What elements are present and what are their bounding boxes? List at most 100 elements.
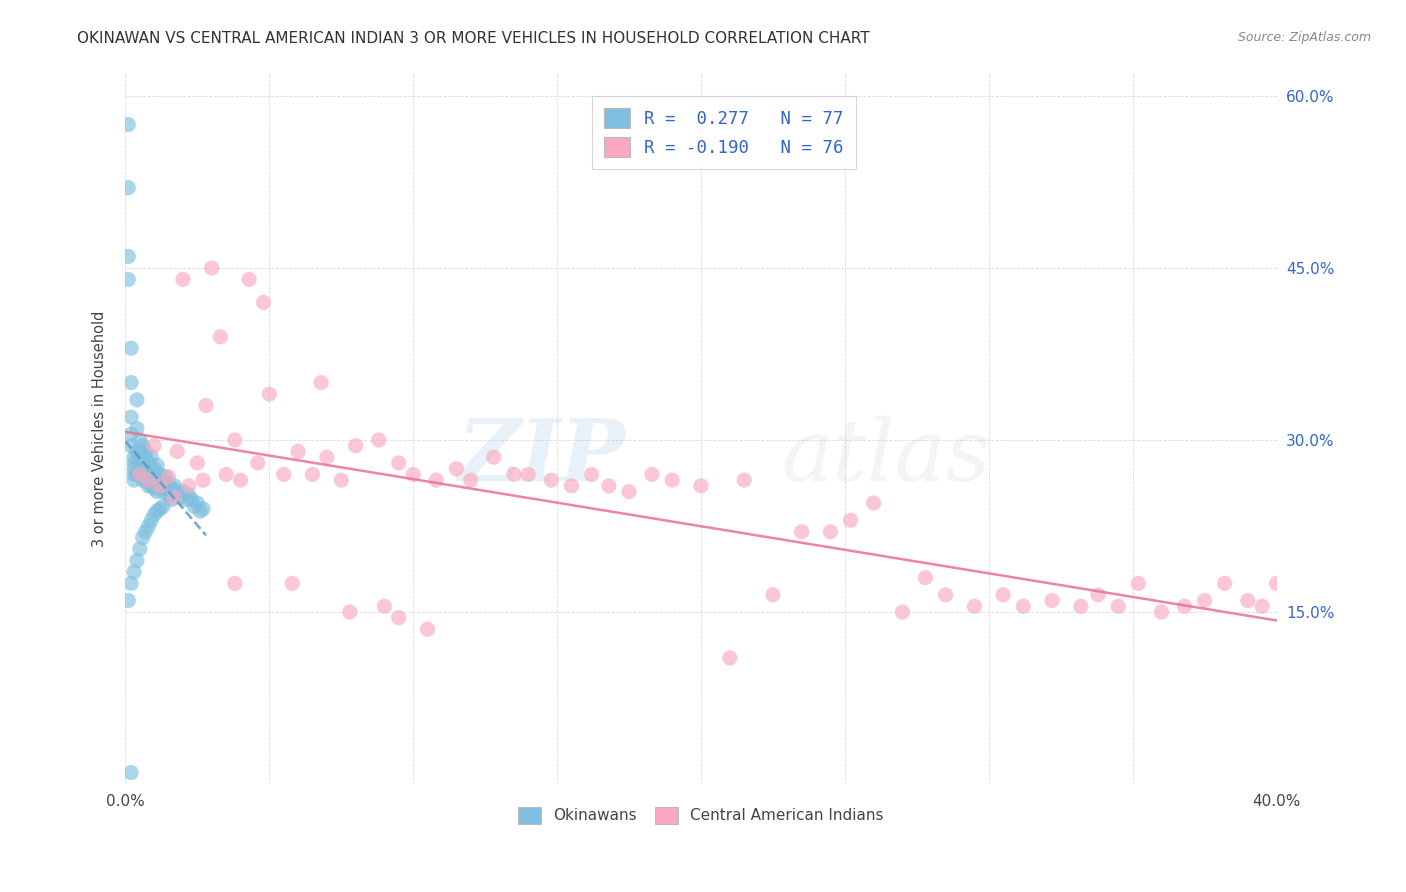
- Point: [120, 439, 142, 453]
- Point: [215, 467, 238, 482]
- Text: OKINAWAN VS CENTRAL AMERICAN INDIAN 3 OR MORE VEHICLES IN HOUSEHOLD CORRELATION : OKINAWAN VS CENTRAL AMERICAN INDIAN 3 OR…: [77, 31, 870, 46]
- Point: [169, 491, 191, 505]
- Point: [125, 553, 148, 567]
- Point: [229, 473, 252, 487]
- Point: [1128, 576, 1150, 591]
- Point: [1070, 599, 1092, 614]
- Point: [733, 473, 755, 487]
- Point: [540, 473, 562, 487]
- Point: [425, 473, 447, 487]
- Point: [1194, 593, 1216, 607]
- Point: [209, 330, 232, 344]
- Point: [991, 588, 1014, 602]
- Point: [135, 450, 157, 465]
- Point: [238, 272, 260, 286]
- Point: [301, 467, 323, 482]
- Point: [201, 260, 224, 275]
- Text: Source: ZipAtlas.com: Source: ZipAtlas.com: [1237, 31, 1371, 45]
- Point: [690, 479, 713, 493]
- Point: [1012, 599, 1035, 614]
- Point: [1213, 576, 1236, 591]
- Point: [117, 118, 139, 132]
- Point: [157, 469, 180, 483]
- Point: [138, 479, 160, 493]
- Point: [149, 479, 172, 493]
- Point: [143, 481, 166, 495]
- Point: [128, 541, 150, 556]
- Point: [157, 476, 180, 491]
- Point: [460, 473, 482, 487]
- Point: [367, 433, 389, 447]
- Point: [581, 467, 603, 482]
- Point: [128, 467, 150, 482]
- Point: [446, 461, 468, 475]
- Point: [172, 272, 194, 286]
- Point: [143, 461, 166, 475]
- Point: [309, 376, 332, 390]
- Point: [1040, 593, 1063, 607]
- Point: [122, 473, 145, 487]
- Point: [146, 484, 169, 499]
- Point: [1236, 593, 1258, 607]
- Point: [416, 622, 439, 636]
- Point: [117, 180, 139, 194]
- Point: [482, 450, 505, 465]
- Point: [287, 444, 309, 458]
- Point: [246, 456, 269, 470]
- Point: [1265, 576, 1288, 591]
- Point: [402, 467, 425, 482]
- Point: [273, 467, 295, 482]
- Point: [560, 479, 582, 493]
- Point: [125, 444, 148, 458]
- Point: [315, 450, 337, 465]
- Point: [191, 473, 214, 487]
- Point: [152, 500, 174, 514]
- Point: [1173, 599, 1195, 614]
- Point: [839, 513, 862, 527]
- Point: [166, 484, 188, 499]
- Point: [330, 473, 353, 487]
- Point: [128, 444, 150, 458]
- Point: [120, 576, 142, 591]
- Point: [135, 458, 157, 473]
- Point: [963, 599, 986, 614]
- Point: [641, 467, 664, 482]
- Point: [141, 450, 163, 465]
- Point: [1251, 599, 1274, 614]
- Point: [157, 488, 180, 502]
- Point: [125, 467, 148, 482]
- Point: [373, 599, 395, 614]
- Point: [914, 571, 936, 585]
- Point: [120, 427, 142, 442]
- Point: [138, 467, 160, 482]
- Point: [252, 295, 274, 310]
- Point: [661, 473, 683, 487]
- Point: [149, 479, 172, 493]
- Point: [224, 576, 246, 591]
- Point: [117, 593, 139, 607]
- Point: [163, 479, 186, 493]
- Point: [180, 492, 202, 507]
- Point: [131, 450, 153, 465]
- Point: [160, 481, 183, 495]
- Point: [120, 410, 142, 425]
- Point: [1087, 588, 1109, 602]
- Point: [143, 508, 166, 522]
- Point: [194, 399, 217, 413]
- Point: [503, 467, 526, 482]
- Point: [117, 250, 139, 264]
- Point: [790, 524, 813, 539]
- Point: [141, 479, 163, 493]
- Point: [122, 461, 145, 475]
- Point: [141, 461, 163, 475]
- Point: [117, 272, 139, 286]
- Point: [122, 467, 145, 482]
- Point: [131, 531, 153, 545]
- Point: [135, 444, 157, 458]
- Point: [143, 439, 166, 453]
- Point: [138, 473, 160, 487]
- Point: [188, 504, 211, 518]
- Point: [339, 605, 361, 619]
- Point: [131, 473, 153, 487]
- Point: [177, 479, 200, 493]
